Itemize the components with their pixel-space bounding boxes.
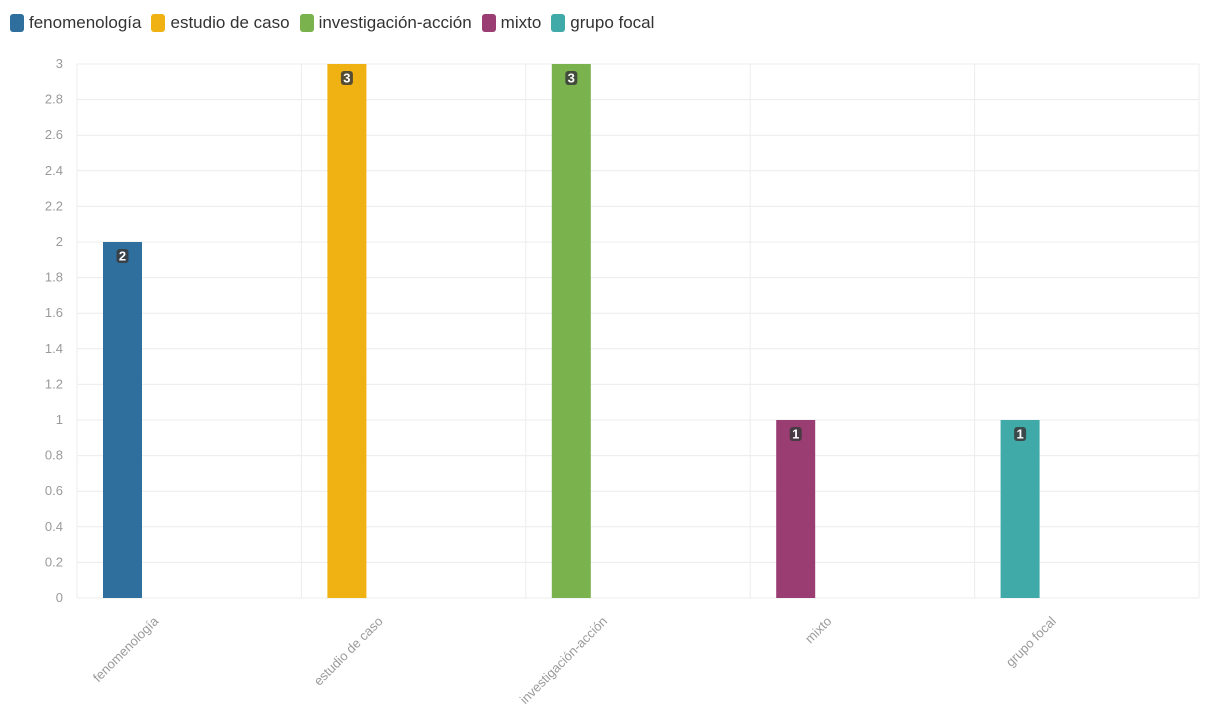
value-label-grupo-focal: 1 xyxy=(1016,427,1023,442)
y-tick-label: 0.2 xyxy=(45,554,63,569)
y-tick-label: 0.4 xyxy=(45,519,63,534)
bar-fenomenologia[interactable] xyxy=(103,242,142,598)
y-tick-label: 2.6 xyxy=(45,127,63,142)
y-tick-label: 3 xyxy=(56,56,63,71)
y-tick-label: 0.8 xyxy=(45,448,63,463)
value-label-fenomenologia: 2 xyxy=(119,249,126,264)
value-label-bg-estudio-de-caso xyxy=(340,71,353,85)
legend-item-investigacion-accion[interactable]: investigación-acción xyxy=(299,13,472,33)
y-tick-label: 0.6 xyxy=(45,483,63,498)
value-label-investigacion-accion: 3 xyxy=(568,71,575,86)
legend-swatch-mixto xyxy=(481,14,496,32)
legend-swatch-estudio-de-caso xyxy=(151,14,166,32)
legend-label-grupo-focal: grupo focal xyxy=(570,13,655,32)
bar-estudio-de-caso[interactable] xyxy=(327,64,367,598)
bar-investigacion-accion[interactable] xyxy=(551,64,591,598)
y-tick-label: 0 xyxy=(56,590,63,605)
value-label-estudio-de-caso: 3 xyxy=(343,71,350,86)
value-label-bg-grupo-focal xyxy=(1014,427,1027,441)
legend-item-mixto[interactable]: mixto xyxy=(481,13,542,33)
bar-grupo-focal[interactable] xyxy=(1000,420,1040,598)
legend-label-estudio-de-caso: estudio de caso xyxy=(170,13,290,32)
y-tick-label: 1 xyxy=(56,412,63,427)
x-tick-label-estudio-de-caso: estudio de caso xyxy=(311,614,386,689)
x-tick-label-mixto: mixto xyxy=(802,614,835,647)
y-tick-label: 2 xyxy=(56,234,63,249)
legend-label-investigacion-accion: investigación-acción xyxy=(318,13,472,32)
chart-legend: fenomenología estudio de caso investigac… xyxy=(10,10,664,36)
legend-item-grupo-focal[interactable]: grupo focal xyxy=(551,13,654,33)
y-tick-label: 2.4 xyxy=(45,163,63,178)
value-label-mixto: 1 xyxy=(792,427,799,442)
y-tick-label: 1.4 xyxy=(45,341,63,356)
legend-swatch-fenomenologia xyxy=(10,14,24,32)
y-tick-label: 1.2 xyxy=(45,376,63,391)
value-label-bg-mixto xyxy=(789,427,802,441)
y-tick-label: 1.8 xyxy=(45,270,63,285)
legend-label-mixto: mixto xyxy=(500,13,542,32)
y-tick-label: 2.2 xyxy=(45,198,63,213)
x-tick-label-fenomenologia: fenomenología xyxy=(90,613,162,685)
legend-item-fenomenologia[interactable]: fenomenología xyxy=(10,13,141,33)
y-tick-label: 2.8 xyxy=(45,92,63,107)
value-label-bg-fenomenologia xyxy=(116,249,129,263)
legend-swatch-grupo-focal xyxy=(551,14,566,32)
legend-label-fenomenologia: fenomenología xyxy=(29,13,142,32)
x-tick-label-investigacion-accion: investigación-acción xyxy=(517,614,610,707)
legend-item-estudio-de-caso[interactable]: estudio de caso xyxy=(151,13,290,33)
value-label-bg-investigacion-accion xyxy=(565,71,578,85)
legend-swatch-investigacion-accion xyxy=(299,14,314,32)
x-tick-label-grupo-focal: grupo focal xyxy=(1003,613,1059,669)
bar-mixto[interactable] xyxy=(776,420,816,598)
y-tick-label: 1.6 xyxy=(45,305,63,320)
